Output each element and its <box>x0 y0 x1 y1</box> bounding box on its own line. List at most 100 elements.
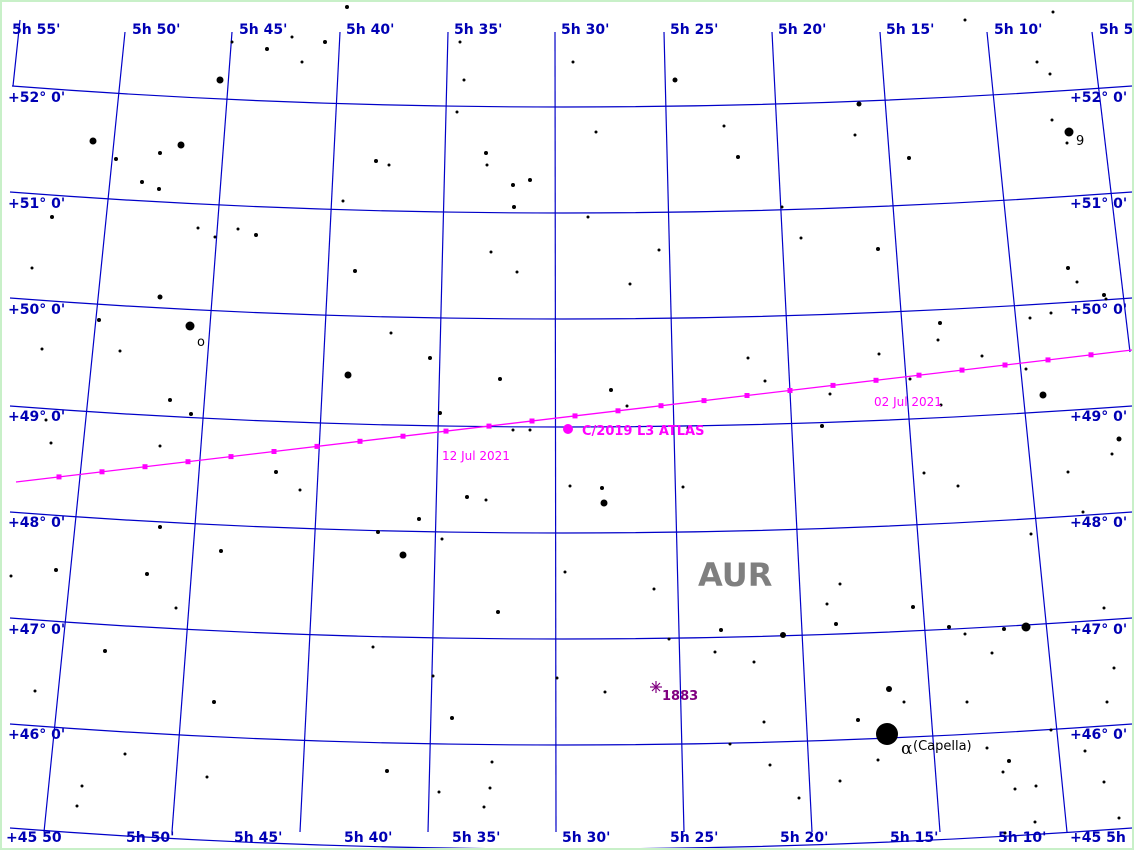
star <box>230 40 234 44</box>
dec-line <box>9 827 1132 848</box>
nova-marker[interactable]: 1883 <box>650 681 698 704</box>
dec-label: +52° 0' <box>8 90 65 106</box>
star <box>1112 666 1116 670</box>
star <box>428 356 432 360</box>
star <box>485 163 489 167</box>
star <box>600 486 604 490</box>
star <box>40 347 44 351</box>
comet-day-tick <box>56 474 62 480</box>
comet-day-tick <box>529 418 535 424</box>
star <box>1001 770 1005 774</box>
ra-label: 5h 35' <box>454 22 502 38</box>
ra-label: 5h 45' <box>234 830 282 846</box>
ra-label: 5h 40' <box>344 830 392 846</box>
dec-label: +49° 0' <box>8 409 65 425</box>
star <box>838 582 842 586</box>
comet-day-tick <box>701 398 707 404</box>
capella-disc <box>876 723 898 745</box>
star <box>939 403 943 407</box>
star <box>1034 784 1038 788</box>
star <box>1029 532 1033 536</box>
ra-label: 5h 15' <box>890 830 938 846</box>
star <box>746 356 750 360</box>
dec-label: +49° 0' <box>1070 409 1127 425</box>
dec-right-labels: +52° 0' +51° 0' +50° 0' +49° 0' +48° 0' … <box>1070 90 1127 743</box>
star <box>853 133 857 137</box>
star <box>157 294 163 300</box>
star <box>736 155 740 159</box>
star <box>374 159 378 163</box>
star <box>876 758 880 762</box>
star-label-omicron: o <box>197 335 205 350</box>
star <box>1024 367 1028 371</box>
star <box>1102 293 1106 297</box>
star <box>80 784 84 788</box>
star <box>563 570 567 574</box>
star <box>1065 141 1069 145</box>
star <box>907 156 911 160</box>
star <box>341 199 345 203</box>
star-label-9: 9 <box>1076 134 1084 149</box>
ra-label: 5h 20' <box>778 22 826 38</box>
star <box>667 637 671 641</box>
capella-name: (Capella) <box>913 739 972 754</box>
star <box>1083 749 1087 753</box>
star <box>956 484 960 488</box>
star <box>681 485 685 489</box>
comet-day-tick <box>744 393 750 398</box>
comet-day-tick <box>443 428 449 434</box>
ra-label: 5h 50' <box>132 22 180 38</box>
ra-label: 5h 45' <box>239 22 287 38</box>
star <box>1048 72 1052 76</box>
star <box>780 632 786 638</box>
star <box>158 151 162 155</box>
star <box>1035 60 1039 64</box>
ra-line <box>554 31 557 833</box>
ra-label: 5h 10' <box>998 830 1046 846</box>
comet-day-tick <box>658 403 664 409</box>
star-field <box>9 5 1122 835</box>
star <box>123 752 127 756</box>
nova-label: 1883 <box>662 689 698 704</box>
star <box>482 805 486 809</box>
star <box>911 605 915 609</box>
star <box>1007 759 1011 763</box>
comet-day-tick <box>99 469 105 475</box>
star <box>768 763 772 767</box>
star <box>980 354 984 358</box>
comet-marker[interactable] <box>563 424 573 434</box>
star <box>568 484 572 488</box>
star <box>1039 391 1047 399</box>
dec-line <box>9 617 1132 640</box>
comet-day-tick <box>959 367 965 373</box>
comet-date-label: 02 Jul 2021 <box>874 395 942 409</box>
star <box>236 227 240 231</box>
ra-line <box>771 31 813 833</box>
star <box>603 690 607 694</box>
capella-star[interactable]: α (Capella) <box>876 723 972 759</box>
star <box>89 137 97 145</box>
star <box>511 183 515 187</box>
star <box>762 720 766 724</box>
star <box>177 141 185 149</box>
ra-label: 5h 35' <box>452 830 500 846</box>
star <box>555 676 559 680</box>
dec-label: +51° 0' <box>1070 196 1127 212</box>
star <box>54 568 58 572</box>
dec-label: +50° 0' <box>8 302 65 318</box>
star <box>216 76 224 84</box>
star <box>371 645 375 649</box>
comet-day-tick <box>357 438 363 444</box>
comet-date-label: 12 Jul 2021 <box>442 449 510 463</box>
comet-day-tick <box>486 423 492 429</box>
ra-line <box>879 31 941 833</box>
ra-line <box>986 31 1068 833</box>
star <box>157 187 161 191</box>
dec-label: +52° 0' <box>1070 90 1127 106</box>
ra-line <box>299 31 341 833</box>
star <box>118 349 122 353</box>
comet-track[interactable]: C/2019 L3 ATLAS 12 Jul 2021 02 Jul 2021 <box>15 349 1132 483</box>
star <box>838 779 842 783</box>
